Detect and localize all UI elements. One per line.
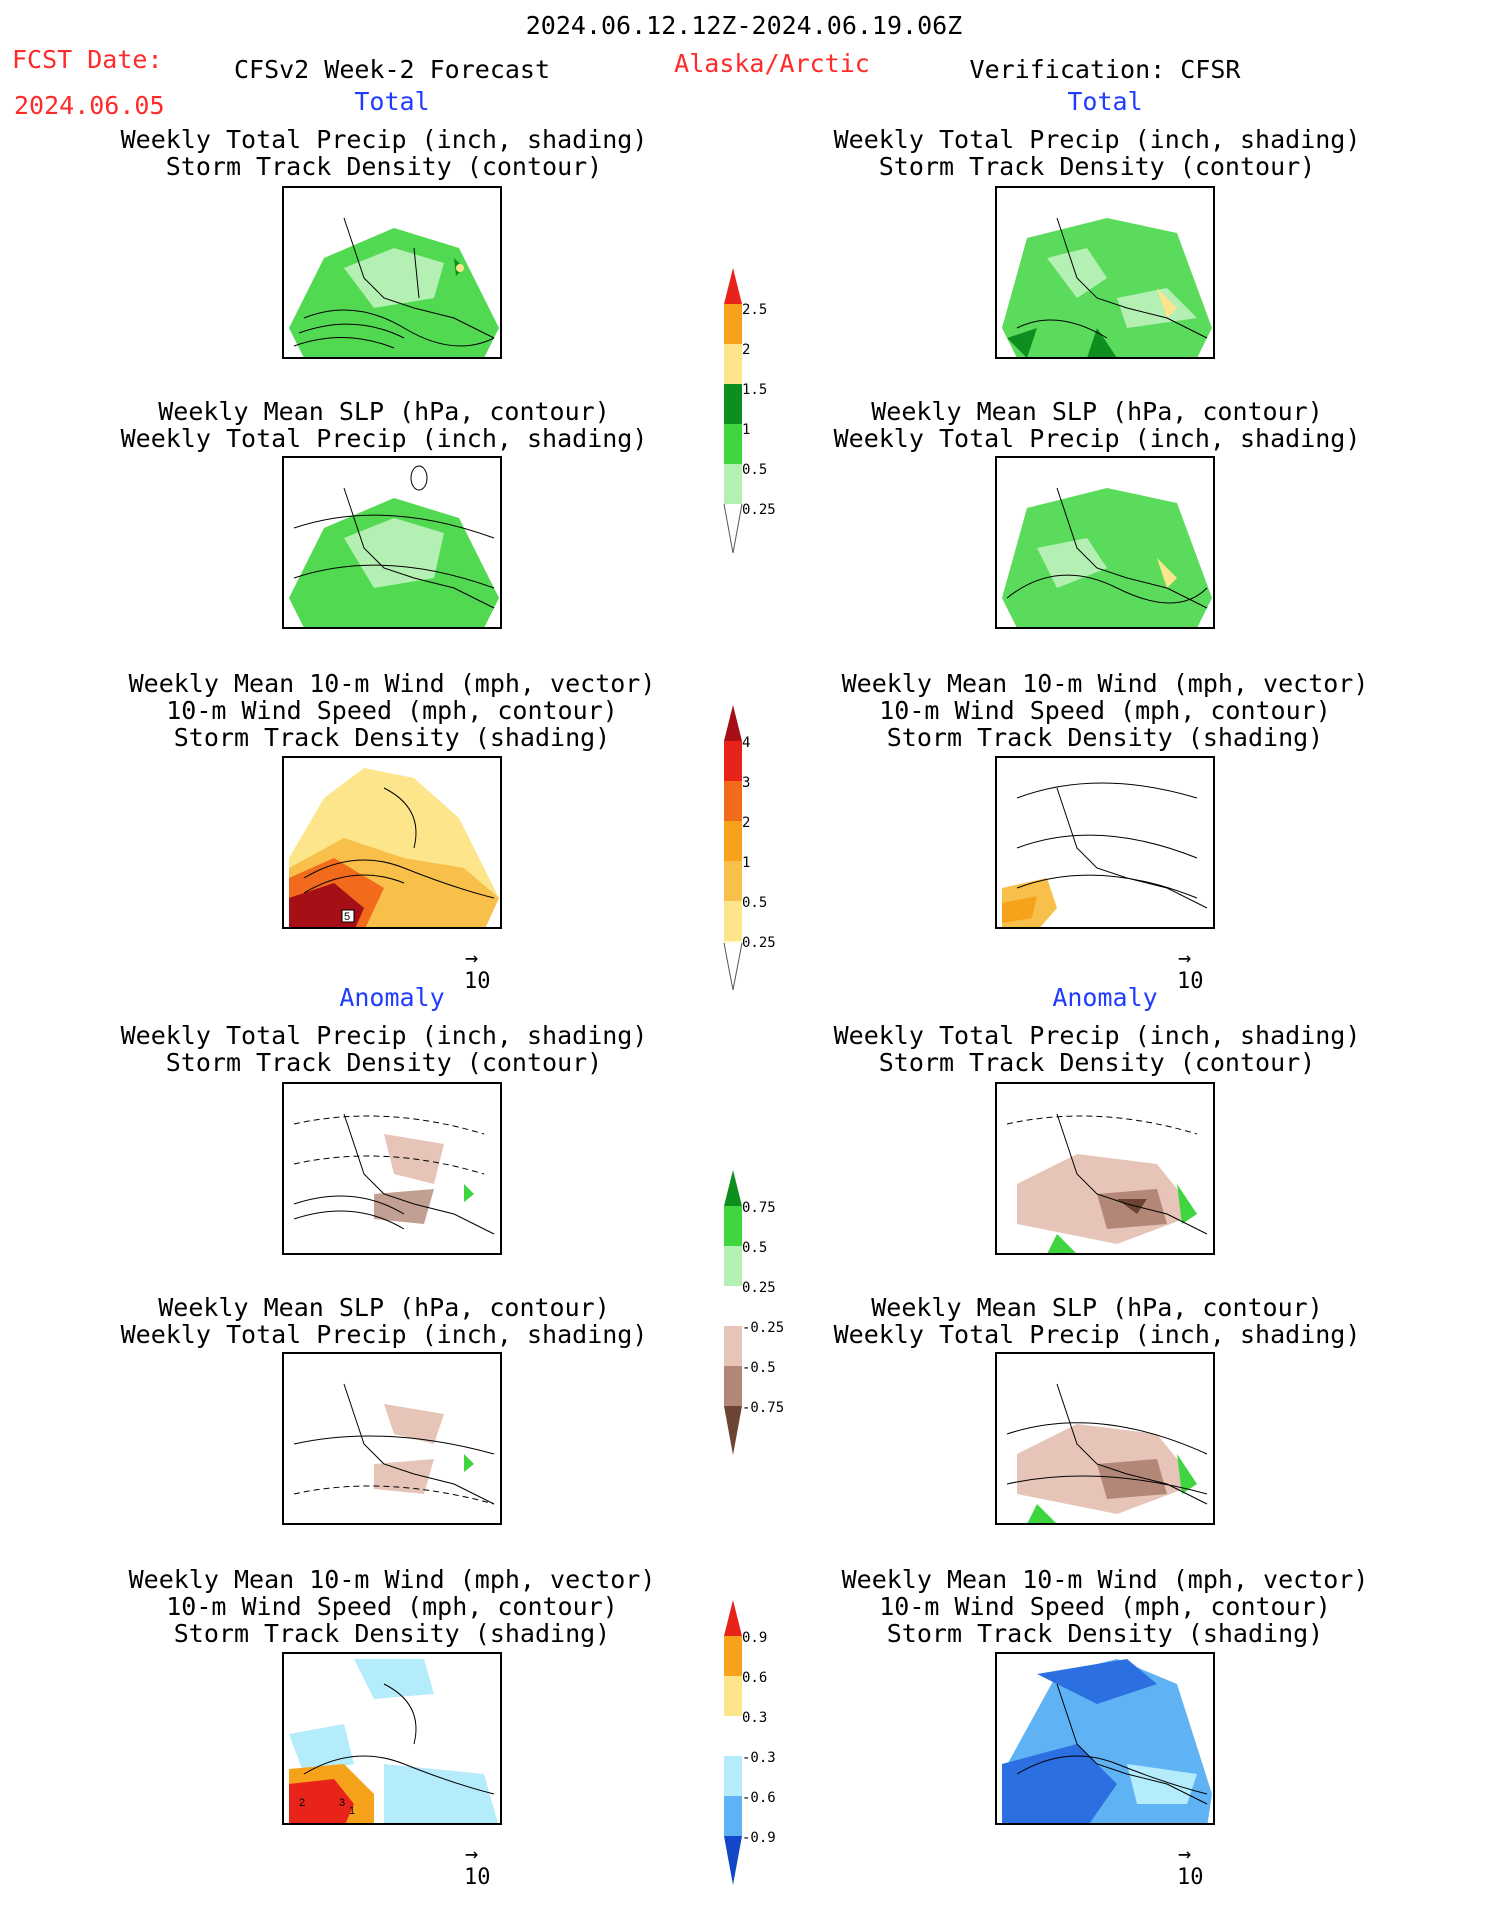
cbar-label: -0.9 [742,1830,776,1846]
title-anom-slp-r1: Weekly Mean SLP (hPa, contour) [871,1293,1323,1322]
title-wind-r3: Storm Track Density (shading) [886,723,1324,752]
title-wind-l1: Weekly Mean 10-m Wind (mph, vector) [128,669,656,698]
cbar-label: 0.3 [742,1710,768,1726]
cbar-label: 1.5 [742,382,768,398]
cbar-label: 0.25 [742,1280,776,1296]
cbar-label: 0.5 [742,1240,768,1256]
map-total-slp-forecast [282,456,502,629]
vector-scale-total-left: 10 [464,969,491,994]
title-anom-precip-track-l1: Weekly Total Precip (inch, shading) [120,1021,648,1050]
anom-label-c: 1 [349,1805,355,1817]
cbar-label: -0.5 [742,1360,776,1376]
cbar-label: 1 [742,855,751,871]
cbar-label: 1 [742,422,751,438]
vector-scale-anom-right: 10 [1177,1865,1204,1890]
region-title: Alaska/Arctic [674,49,870,78]
title-wind-l3: Storm Track Density (shading) [173,723,611,752]
cbar-label: -0.3 [742,1750,776,1766]
title-anom-wind-r3: Storm Track Density (shading) [886,1619,1324,1648]
fcst-label: FCST Date: [12,45,163,74]
map-total-wind-forecast: 5 [282,756,502,929]
title-anom-wind-r2: 10-m Wind Speed (mph, contour) [879,1592,1331,1621]
title-precip-track-r1: Weekly Total Precip (inch, shading) [833,125,1361,154]
section-total-left: Total [354,87,430,116]
colorbar-precip-anomaly: 0.75 0.5 0.25 -0.25 -0.5 -0.75 [722,1170,802,1455]
title-anom-slp-l2: Weekly Total Precip (inch, shading) [120,1320,648,1349]
title-anom-precip-track-l2: Storm Track Density (contour) [165,1048,603,1077]
map-total-precip-track-verification [995,186,1215,359]
anom-label-a: 2 [299,1797,305,1809]
fcst-date: 2024.06.05 [14,91,165,120]
cbar-label: -0.75 [742,1400,785,1416]
title-anom-precip-track-r1: Weekly Total Precip (inch, shading) [833,1021,1361,1050]
cbar-label: 3 [742,775,751,791]
cbar-label: 0.25 [742,502,776,518]
date-range: 2024.06.12.12Z-2024.06.19.06Z [525,11,963,40]
title-anom-wind-l2: 10-m Wind Speed (mph, contour) [166,1592,618,1621]
vector-scale-anom-left: 10 [464,1865,491,1890]
title-slp-l2: Weekly Total Precip (inch, shading) [120,424,648,453]
cbar-label: 0.9 [742,1630,768,1646]
title-wind-l2: 10-m Wind Speed (mph, contour) [166,696,618,725]
cbar-label: 0.25 [742,935,776,951]
vector-arrow-total-right: → [1178,946,1192,971]
title-anom-wind-r1: Weekly Mean 10-m Wind (mph, vector) [841,1565,1369,1594]
title-wind-r1: Weekly Mean 10-m Wind (mph, vector) [841,669,1369,698]
map-anom-slp-verification [995,1352,1215,1525]
vector-arrow-anom-right: → [1178,1842,1192,1867]
map-anom-slp-forecast [282,1352,502,1525]
title-anom-slp-r2: Weekly Total Precip (inch, shading) [833,1320,1361,1349]
map-anom-precip-track-forecast [282,1082,502,1255]
vector-arrow-total-left: → [465,946,479,971]
title-precip-track-l1: Weekly Total Precip (inch, shading) [120,125,648,154]
title-anom-wind-l3: Storm Track Density (shading) [173,1619,611,1648]
map-total-slp-verification [995,456,1215,629]
colorbar-track-anomaly: 0.9 0.6 0.3 -0.3 -0.6 -0.9 [722,1600,802,1885]
section-anomaly-right: Anomaly [1052,983,1158,1012]
vector-arrow-anom-left: → [465,1842,479,1867]
cbar-label: 0.5 [742,895,768,911]
cbar-label: -0.6 [742,1790,776,1806]
cbar-label: 0.75 [742,1200,776,1216]
title-precip-track-l2: Storm Track Density (contour) [165,152,603,181]
cbar-label: 0.5 [742,462,768,478]
map-total-precip-track-forecast [282,186,502,359]
cbar-label: 2.5 [742,302,768,318]
section-anomaly-left: Anomaly [339,983,445,1012]
title-wind-r2: 10-m Wind Speed (mph, contour) [879,696,1331,725]
title-slp-l1: Weekly Mean SLP (hPa, contour) [158,397,610,426]
vector-scale-total-right: 10 [1177,969,1204,994]
map-anom-wind-forecast: 2 3 1 [282,1652,502,1825]
map-total-wind-verification [995,756,1215,929]
map-anom-precip-track-verification [995,1082,1215,1255]
left-title: CFSv2 Week-2 Forecast [233,55,551,84]
track-density-label: 5 [344,911,350,923]
right-title: Verification: CFSR [969,55,1241,84]
section-total-right: Total [1067,87,1143,116]
title-precip-track-r2: Storm Track Density (contour) [878,152,1316,181]
cbar-label: -0.25 [742,1320,785,1336]
cbar-label: 0.6 [742,1670,768,1686]
colorbar-track-total: 4 3 2 1 0.5 0.25 [722,705,802,991]
title-anom-precip-track-r2: Storm Track Density (contour) [878,1048,1316,1077]
cbar-label: 2 [742,815,751,831]
title-anom-wind-l1: Weekly Mean 10-m Wind (mph, vector) [128,1565,656,1594]
title-anom-slp-l1: Weekly Mean SLP (hPa, contour) [158,1293,610,1322]
title-slp-r1: Weekly Mean SLP (hPa, contour) [871,397,1323,426]
colorbar-precip-total: 2.5 2 1.5 1 0.5 0.25 [722,268,802,554]
map-anom-wind-verification [995,1652,1215,1825]
cbar-label: 2 [742,342,751,358]
title-slp-r2: Weekly Total Precip (inch, shading) [833,424,1361,453]
anom-label-b: 3 [339,1797,345,1809]
cbar-label: 4 [742,735,751,751]
